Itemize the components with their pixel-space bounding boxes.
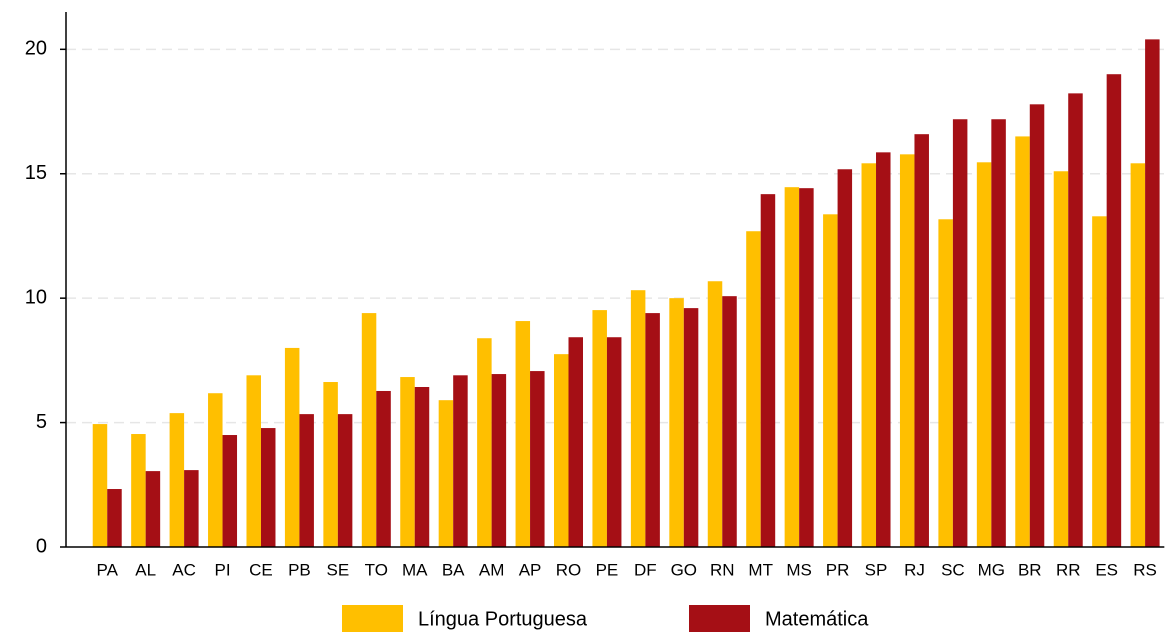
x-tick-label: RR [1056,560,1081,579]
x-tick-label: AL [135,560,156,579]
legend-label: Língua Portuguesa [418,608,588,630]
x-tick-label: MT [748,560,773,579]
bar [630,290,646,547]
y-tick-label: 5 [36,411,47,433]
x-tick-label: MG [978,560,1005,579]
bar [515,321,531,547]
bar [530,371,545,547]
x-tick-label: TO [365,560,388,579]
bar [323,382,338,547]
legend-swatch [342,605,403,632]
bar [976,162,992,547]
x-tick-label: RJ [904,560,925,579]
x-tick-label: RS [1133,560,1157,579]
y-tick-label: 20 [25,38,47,60]
bar [568,337,583,547]
x-tick-label: BA [442,560,465,579]
bar [1068,93,1083,548]
bar [799,188,814,547]
bar [722,296,737,547]
bar [246,375,261,547]
bar [107,489,122,547]
y-tick-label: 10 [25,286,47,308]
bar [208,393,223,547]
bar [991,119,1006,547]
x-tick-label: AP [519,560,542,579]
bar [1015,136,1030,547]
bar [645,313,660,547]
bar [938,219,953,547]
bar [1092,216,1107,547]
bar [669,298,684,547]
bar [876,152,891,548]
x-tick-label: PI [215,560,231,579]
x-tick-label: AM [479,560,505,579]
bar [260,428,276,547]
bar [837,169,853,547]
bar [1029,104,1045,547]
x-tick-label: PE [596,560,619,579]
bar [284,347,300,547]
bar [414,386,430,547]
bar [131,434,146,547]
bar [760,194,776,547]
bar [337,414,353,547]
bar [477,338,492,547]
bar [899,154,915,547]
bar [746,231,761,547]
bar [554,354,569,547]
bar [861,163,877,547]
x-tick-label: SP [865,560,888,579]
x-tick-label: BR [1018,560,1042,579]
x-tick-label: SE [327,560,350,579]
x-tick-label: MS [786,560,812,579]
y-tick-label: 15 [25,162,47,184]
x-tick-label: PB [288,560,311,579]
bar [823,214,838,547]
bar [683,308,699,547]
bar [400,377,415,547]
bar [453,375,468,547]
y-tick-label: 0 [36,535,47,557]
x-tick-label: RN [710,560,735,579]
x-tick-label: CE [249,560,273,579]
bar [592,310,607,547]
bar [184,470,199,547]
x-tick-label: GO [671,560,697,579]
bar [145,471,161,547]
x-tick-label: RO [556,560,582,579]
bar [222,435,238,547]
bar [1130,163,1146,547]
x-tick-label: SC [941,560,965,579]
x-tick-label: PR [826,560,850,579]
bar [438,400,454,547]
bar [784,187,800,547]
x-tick-label: MA [402,560,428,579]
bar [707,281,723,547]
legend-label: Matemática [765,608,869,630]
x-tick-label: AC [172,560,196,579]
x-tick-label: DF [634,560,657,579]
bar [1106,74,1122,548]
bar [1145,39,1160,547]
x-tick-label: PA [97,560,119,579]
legend-swatch [689,605,750,632]
bar [92,424,108,547]
bar [491,374,507,547]
bar [376,390,391,547]
bar [952,119,968,547]
x-tick-label: ES [1095,560,1118,579]
bar [169,413,185,547]
bar [1053,171,1069,548]
bar [606,337,622,547]
bar [914,134,929,547]
bar [299,414,314,547]
bar [361,313,377,547]
